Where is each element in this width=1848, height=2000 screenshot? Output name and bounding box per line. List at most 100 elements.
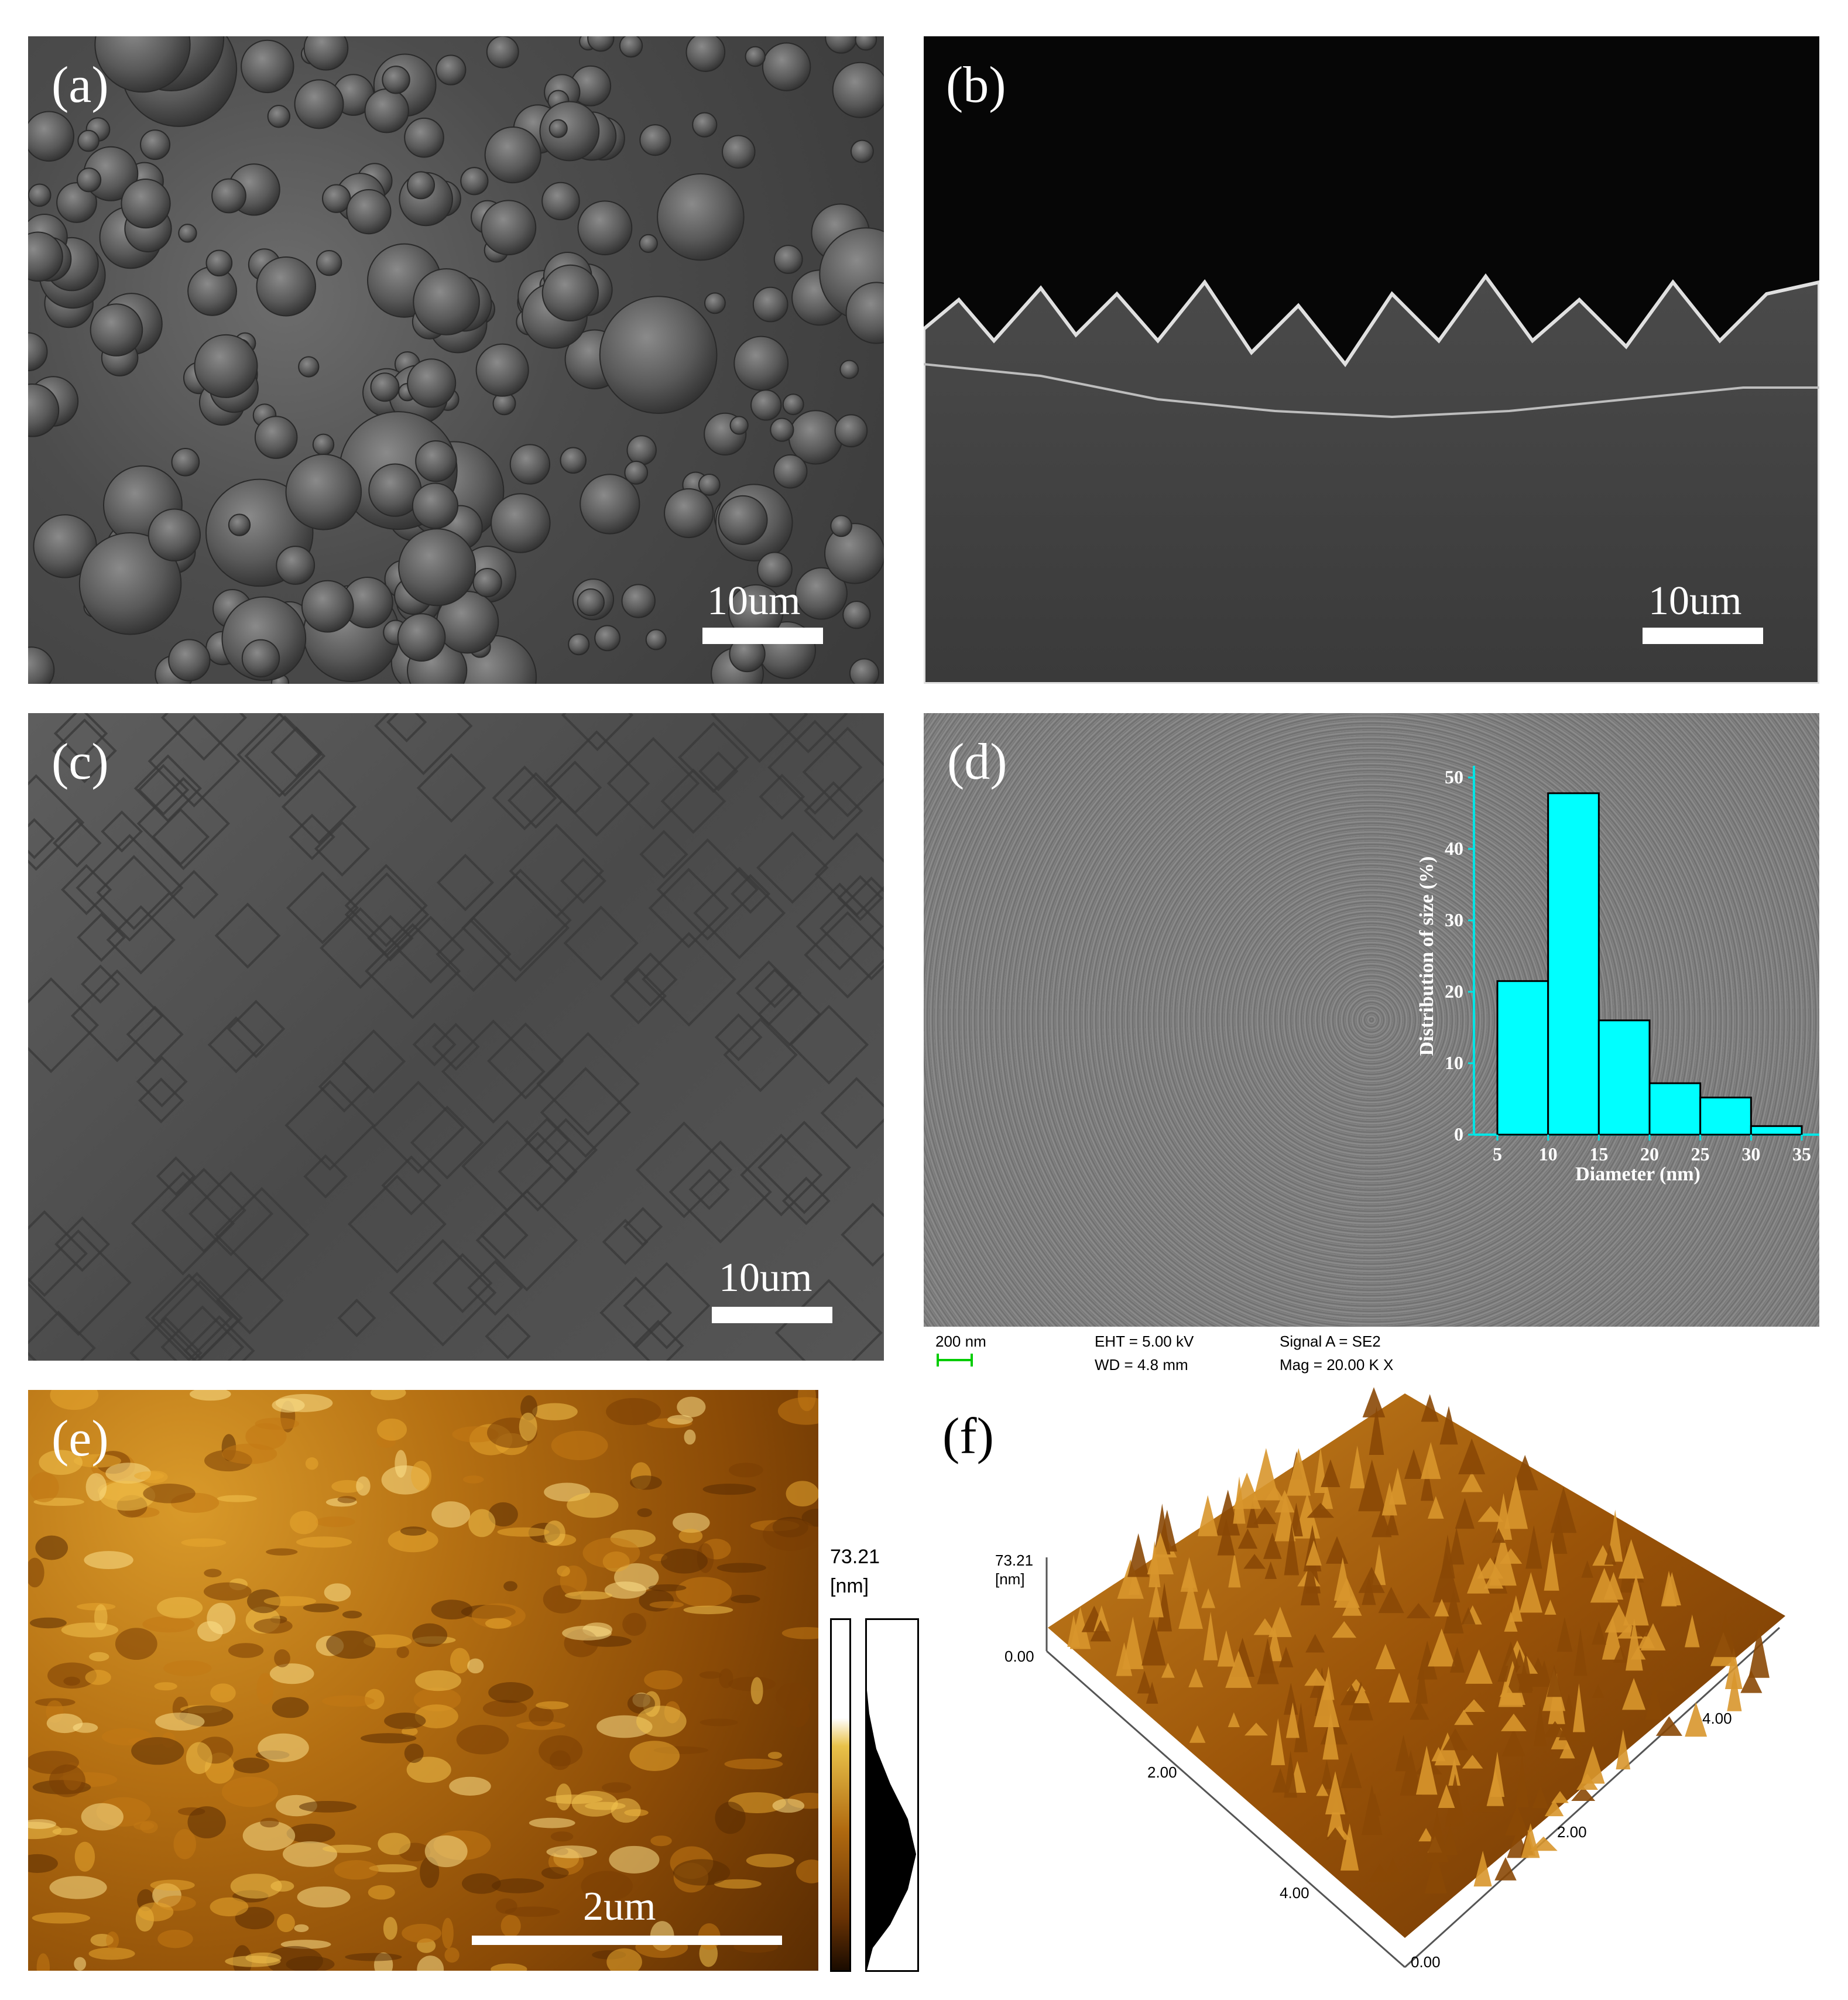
etch-pit bbox=[386, 713, 427, 743]
surface-peak bbox=[1284, 1522, 1300, 1576]
afm-grain bbox=[296, 1536, 352, 1548]
etched-texture-c bbox=[28, 713, 884, 1361]
afm-height-histogram bbox=[865, 1618, 919, 1972]
etch-pit bbox=[609, 967, 667, 1025]
etch-pit bbox=[740, 1133, 823, 1217]
surface-peak bbox=[1461, 1607, 1476, 1625]
etch-pit bbox=[381, 1155, 441, 1215]
afm-grain bbox=[796, 1859, 818, 1883]
afm-grain bbox=[322, 1844, 372, 1853]
grain bbox=[850, 139, 874, 163]
surface-peak bbox=[1551, 1791, 1569, 1803]
afm-grain bbox=[29, 1472, 59, 1502]
grain bbox=[121, 179, 171, 229]
etch-pit bbox=[188, 1171, 274, 1256]
grain bbox=[397, 613, 446, 662]
surface-peak bbox=[1504, 1806, 1530, 1836]
grain bbox=[28, 383, 60, 437]
grain bbox=[568, 633, 590, 656]
y-tick-label: 30 bbox=[1445, 909, 1463, 930]
surface-peak bbox=[1532, 1786, 1549, 1809]
grain bbox=[849, 658, 880, 684]
etch-pit bbox=[412, 1022, 457, 1067]
surface-peak bbox=[1661, 1570, 1677, 1607]
grain bbox=[298, 356, 320, 378]
x-tick-label: 25 bbox=[1691, 1143, 1710, 1165]
etch-pit bbox=[509, 823, 604, 919]
grain bbox=[762, 42, 811, 91]
afm-grain bbox=[173, 1829, 197, 1859]
afm-grain bbox=[272, 1697, 309, 1718]
afm-grain bbox=[700, 1718, 738, 1727]
y-tick-label: 50 bbox=[1445, 766, 1463, 787]
afm-grain bbox=[728, 1792, 786, 1814]
grain bbox=[484, 126, 541, 184]
etch-pit bbox=[28, 774, 85, 871]
afm-grain bbox=[731, 1594, 760, 1604]
x-tick-label: 35 bbox=[1792, 1143, 1811, 1165]
surface-peak bbox=[1272, 1768, 1288, 1793]
afm-grain bbox=[606, 1398, 661, 1426]
scalebar-text-b: 10um bbox=[1648, 578, 1742, 624]
surface-peak bbox=[1294, 1702, 1308, 1752]
surface-peak bbox=[1525, 1657, 1551, 1687]
afm-grain bbox=[242, 1821, 296, 1851]
surface-peak bbox=[1253, 1618, 1277, 1635]
afm-grain bbox=[29, 1617, 67, 1629]
afm-grain bbox=[536, 1701, 569, 1710]
grain bbox=[301, 580, 354, 633]
surface-peak bbox=[1321, 1483, 1333, 1509]
afm-grain bbox=[345, 1953, 402, 1961]
surface-peak bbox=[1645, 1683, 1664, 1720]
afm-grain bbox=[404, 1743, 424, 1763]
afm-grain bbox=[245, 1952, 282, 1964]
afm-grain bbox=[650, 1835, 672, 1847]
surface-peak bbox=[1216, 1489, 1240, 1536]
x-tick-label: 30 bbox=[1741, 1143, 1760, 1165]
sem-signal: Signal A = SE2 bbox=[1280, 1333, 1381, 1350]
grain bbox=[645, 629, 667, 650]
etch-pit bbox=[432, 1023, 480, 1071]
afm-grain bbox=[297, 1886, 351, 1907]
etch-pit bbox=[714, 1013, 763, 1061]
grain bbox=[404, 117, 444, 158]
etch-pit bbox=[207, 1016, 265, 1074]
afm-grain bbox=[724, 1758, 783, 1770]
surface-peak bbox=[1556, 1617, 1573, 1652]
afm-grain bbox=[677, 1396, 706, 1417]
surface-peak bbox=[1178, 1580, 1203, 1629]
afm-grain bbox=[636, 1706, 687, 1737]
afm-grain bbox=[649, 1601, 684, 1609]
afm-grain bbox=[46, 1713, 83, 1734]
surface-peak bbox=[1494, 1493, 1513, 1540]
afm-grain bbox=[716, 1563, 766, 1573]
afm-grain bbox=[467, 1658, 484, 1674]
afm-grain bbox=[412, 1623, 448, 1648]
afm-grain bbox=[337, 1496, 356, 1504]
afm-grain bbox=[715, 1802, 746, 1834]
surface-peak bbox=[1309, 1676, 1326, 1698]
surface-peak bbox=[1740, 1670, 1763, 1693]
afm-grain bbox=[471, 1603, 526, 1629]
afm-grain bbox=[74, 1841, 95, 1872]
afm-grain bbox=[637, 1508, 652, 1518]
surface-peak bbox=[1307, 1502, 1335, 1518]
etch-pit bbox=[642, 931, 736, 1027]
etch-pit bbox=[416, 753, 486, 823]
surface-peak bbox=[1127, 1533, 1150, 1577]
etch-pit bbox=[467, 1259, 523, 1316]
grain bbox=[834, 414, 868, 448]
afm-grain bbox=[728, 1463, 763, 1478]
surface-peak bbox=[1327, 1794, 1345, 1837]
surface-peak bbox=[1217, 1518, 1235, 1556]
surface-peak bbox=[1484, 1570, 1504, 1589]
panel-label-a: (a) bbox=[52, 57, 109, 114]
grain bbox=[830, 515, 852, 537]
afm-grain bbox=[529, 1817, 575, 1828]
surface-peak bbox=[1428, 1628, 1456, 1667]
afm-grain bbox=[468, 1509, 496, 1537]
panel-label-c: (c) bbox=[52, 734, 109, 790]
grain bbox=[773, 454, 808, 489]
grain bbox=[211, 178, 246, 214]
surface-peak bbox=[1340, 1823, 1359, 1871]
